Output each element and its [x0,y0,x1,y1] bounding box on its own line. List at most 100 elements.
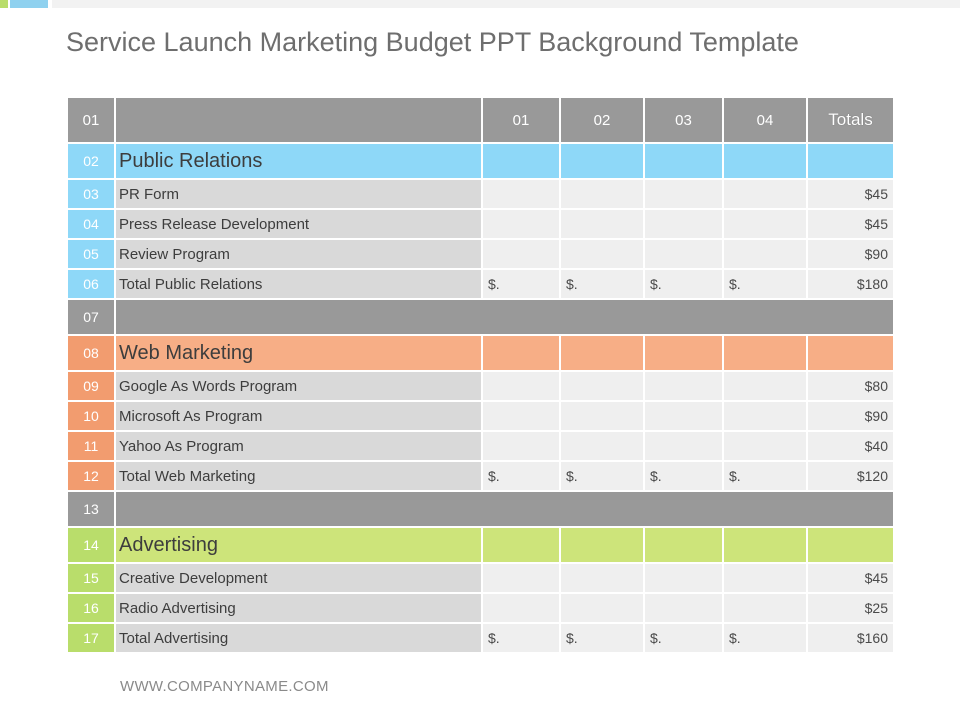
month-value-cell [483,402,559,430]
row-number: 14 [68,528,114,562]
section-total-cell [808,144,893,178]
line-item-total: $45 [808,210,893,238]
month-value-cell [561,372,643,400]
month-value-cell [483,240,559,268]
month-value-cell: $. [561,462,643,490]
month-value-cell: $. [483,462,559,490]
budget-table-body: 01 01 02 03 04 Totals 02 Public Relations… [68,98,893,652]
line-item-name: Radio Advertising [116,594,481,622]
month-value-cell: $. [645,462,722,490]
month-value-cell [724,180,806,208]
row-number: 13 [68,492,114,526]
line-item-total: $40 [808,432,893,460]
table-row: 04 Press Release Development $45 [68,210,893,238]
month-value-cell [483,564,559,592]
month-value-cell [561,564,643,592]
section-header-row: 08 Web Marketing [68,336,893,370]
row-number: 01 [68,98,114,142]
section-divider-row: 07 [68,300,893,334]
section-header-row: 14 Advertising [68,528,893,562]
month-value-cell [561,240,643,268]
row-number: 09 [68,372,114,400]
accent-gray-strip [52,0,960,8]
section-month-cell [561,528,643,562]
row-number: 16 [68,594,114,622]
row-number: 08 [68,336,114,370]
row-number: 04 [68,210,114,238]
month-value-cell: $. [724,624,806,652]
month-header-01: 01 [483,98,559,142]
section-title: Public Relations [116,144,481,178]
month-value-cell [645,564,722,592]
month-header-02: 02 [561,98,643,142]
line-item-name: Microsoft As Program [116,402,481,430]
month-value-cell [483,180,559,208]
divider-blank-cell [116,492,893,526]
month-value-cell [645,432,722,460]
month-value-cell [724,210,806,238]
table-row: 17 Total Advertising $. $. $. $. $160 [68,624,893,652]
section-month-cell [724,528,806,562]
month-value-cell [724,594,806,622]
month-value-cell [561,210,643,238]
section-month-cell [724,144,806,178]
row-number: 17 [68,624,114,652]
month-value-cell [645,240,722,268]
month-value-cell [724,372,806,400]
row-number: 05 [68,240,114,268]
line-item-total: $160 [808,624,893,652]
line-item-total: $90 [808,240,893,268]
line-item-total: $90 [808,402,893,430]
table-row: 16 Radio Advertising $25 [68,594,893,622]
divider-blank-cell [116,300,893,334]
table-row: 12 Total Web Marketing $. $. $. $. $120 [68,462,893,490]
section-month-cell [483,528,559,562]
month-value-cell [561,594,643,622]
month-value-cell: $. [645,624,722,652]
month-value-cell [483,372,559,400]
section-month-cell [645,336,722,370]
row-number: 07 [68,300,114,334]
section-month-cell [645,528,722,562]
section-month-cell [645,144,722,178]
line-item-total: $45 [808,180,893,208]
row-number: 03 [68,180,114,208]
row-number: 06 [68,270,114,298]
section-title: Web Marketing [116,336,481,370]
line-item-name: PR Form [116,180,481,208]
line-item-name: Review Program [116,240,481,268]
table-row: 05 Review Program $90 [68,240,893,268]
table-row: 11 Yahoo As Program $40 [68,432,893,460]
section-header-row: 02 Public Relations [68,144,893,178]
month-header-04: 04 [724,98,806,142]
month-value-cell: $. [561,624,643,652]
section-month-cell [561,144,643,178]
section-title: Advertising [116,528,481,562]
month-value-cell [724,402,806,430]
month-value-cell: $. [724,270,806,298]
table-row: 09 Google As Words Program $80 [68,372,893,400]
accent-green-block [0,0,8,8]
budget-table: 01 01 02 03 04 Totals 02 Public Relations… [66,96,895,654]
line-item-total: $120 [808,462,893,490]
month-value-cell [645,372,722,400]
month-value-cell [645,594,722,622]
page-title: Service Launch Marketing Budget PPT Back… [66,27,799,57]
line-item-name: Total Public Relations [116,270,481,298]
section-total-cell [808,528,893,562]
month-value-cell [645,402,722,430]
month-value-cell [561,180,643,208]
table-row: 03 PR Form $45 [68,180,893,208]
month-value-cell [724,564,806,592]
month-value-cell: $. [724,462,806,490]
line-item-name: Total Web Marketing [116,462,481,490]
line-item-total: $180 [808,270,893,298]
line-item-name: Google As Words Program [116,372,481,400]
month-value-cell [561,432,643,460]
header-blank-cell [116,98,481,142]
line-item-total: $45 [808,564,893,592]
section-month-cell [483,336,559,370]
line-item-total: $25 [808,594,893,622]
month-value-cell: $. [561,270,643,298]
month-value-cell [483,594,559,622]
